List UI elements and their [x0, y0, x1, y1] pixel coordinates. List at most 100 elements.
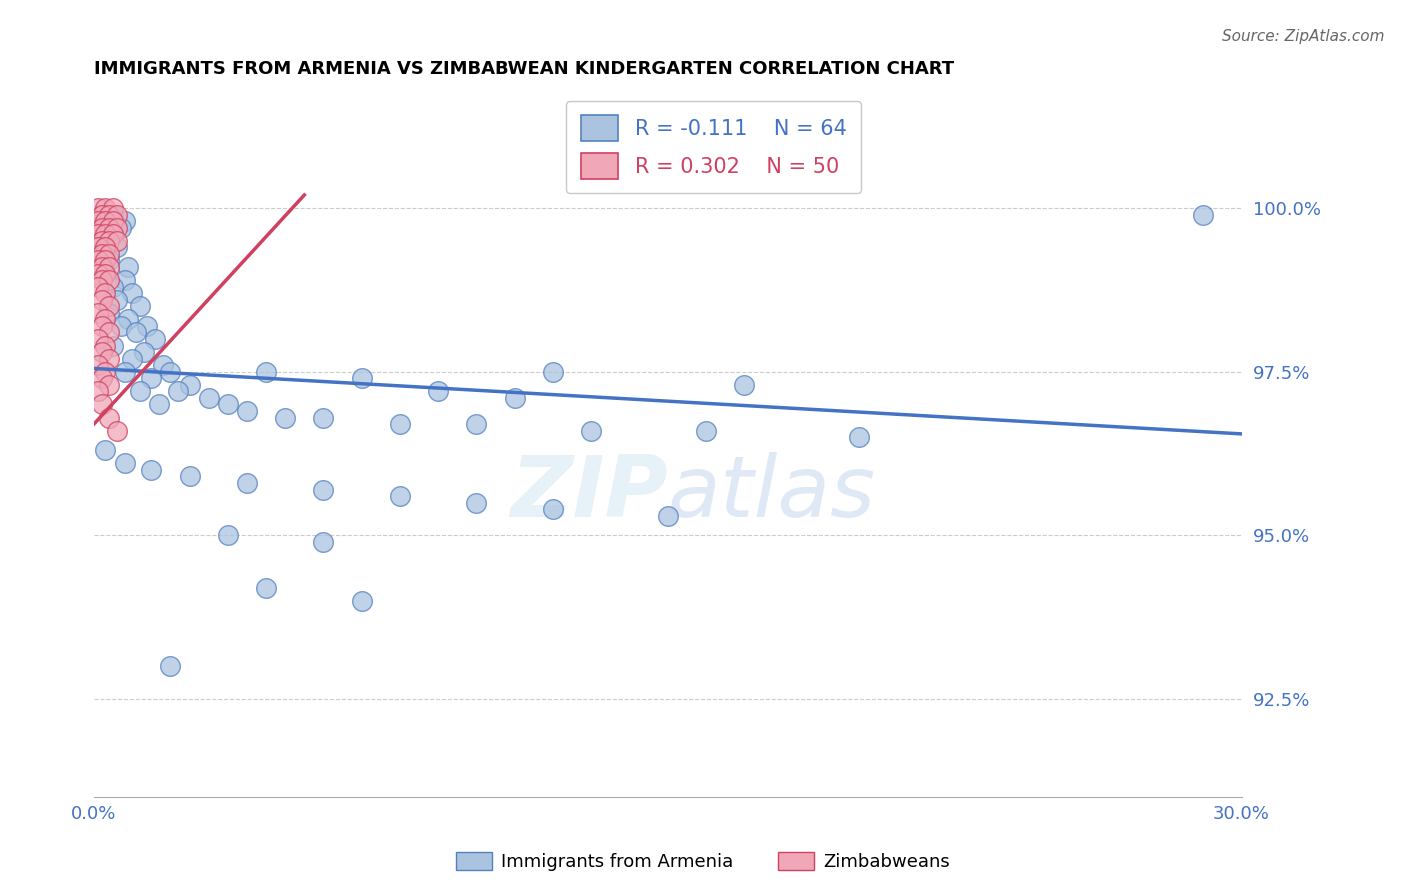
Point [1192, 208, 1215, 222]
Point [94, 365, 117, 379]
Text: IMMIGRANTS FROM ARMENIA VS ZIMBABWEAN KINDERGARTEN CORRELATION CHART: IMMIGRANTS FROM ARMENIA VS ZIMBABWEAN KI… [94, 60, 955, 78]
Point [90, 247, 112, 261]
Point [117, 312, 139, 326]
Point [87, 227, 110, 242]
Point [350, 371, 373, 385]
Point [94, 201, 117, 215]
Point [105, 293, 128, 307]
Point [94, 286, 117, 301]
Point [94, 214, 117, 228]
Point [90, 273, 112, 287]
Point [101, 279, 124, 293]
Point [87, 306, 110, 320]
Point [87, 267, 110, 281]
Point [90, 208, 112, 222]
Point [98, 273, 121, 287]
Point [733, 377, 755, 392]
Point [143, 332, 166, 346]
Point [465, 417, 488, 431]
Point [98, 208, 121, 222]
Point [90, 208, 112, 222]
Point [312, 410, 335, 425]
Point [657, 508, 679, 523]
Point [388, 489, 411, 503]
Point [94, 220, 117, 235]
Point [105, 424, 128, 438]
Point [132, 345, 155, 359]
Point [117, 260, 139, 274]
Point [114, 214, 136, 228]
Point [114, 365, 136, 379]
Point [101, 208, 124, 222]
Point [101, 201, 124, 215]
Text: Source: ZipAtlas.com: Source: ZipAtlas.com [1222, 29, 1385, 44]
Point [87, 384, 110, 399]
Legend: Immigrants from Armenia, Zimbabweans: Immigrants from Armenia, Zimbabweans [449, 845, 957, 879]
Point [94, 267, 117, 281]
Point [427, 384, 450, 399]
Legend: R = -0.111    N = 64, R = 0.302    N = 50: R = -0.111 N = 64, R = 0.302 N = 50 [567, 101, 862, 194]
Point [465, 495, 488, 509]
Point [105, 208, 128, 222]
Point [159, 659, 181, 673]
Point [101, 338, 124, 352]
Point [105, 240, 128, 254]
Point [98, 299, 121, 313]
Point [98, 260, 121, 274]
Point [167, 384, 190, 399]
Point [141, 463, 163, 477]
Text: atlas: atlas [668, 451, 876, 534]
Point [87, 253, 110, 268]
Point [94, 267, 117, 281]
Point [87, 201, 110, 215]
Point [94, 227, 117, 242]
Point [98, 220, 121, 235]
Point [350, 594, 373, 608]
Point [274, 410, 297, 425]
Point [90, 234, 112, 248]
Point [90, 371, 112, 385]
Point [236, 475, 259, 490]
Point [148, 397, 170, 411]
Point [179, 469, 201, 483]
Point [312, 483, 335, 497]
Point [105, 234, 128, 248]
Point [128, 299, 150, 313]
Point [141, 371, 163, 385]
Point [98, 253, 121, 268]
Point [236, 404, 259, 418]
Point [98, 410, 121, 425]
Point [87, 358, 110, 372]
Point [254, 581, 277, 595]
Point [848, 430, 870, 444]
Point [98, 326, 121, 340]
Point [121, 351, 143, 366]
Point [388, 417, 411, 431]
Point [581, 424, 603, 438]
Point [90, 345, 112, 359]
Point [101, 227, 124, 242]
Point [98, 306, 121, 320]
Point [90, 397, 112, 411]
Point [159, 365, 181, 379]
Point [503, 391, 526, 405]
Point [179, 377, 201, 392]
Point [114, 273, 136, 287]
Point [94, 253, 117, 268]
Point [87, 332, 110, 346]
Point [110, 220, 132, 235]
Point [541, 502, 564, 516]
Point [152, 358, 174, 372]
Point [110, 318, 132, 333]
Point [98, 247, 121, 261]
Point [136, 318, 159, 333]
Point [98, 351, 121, 366]
Point [101, 214, 124, 228]
Point [90, 220, 112, 235]
Point [98, 377, 121, 392]
Point [114, 456, 136, 470]
Point [125, 326, 148, 340]
Point [254, 365, 277, 379]
Point [94, 312, 117, 326]
Point [90, 293, 112, 307]
